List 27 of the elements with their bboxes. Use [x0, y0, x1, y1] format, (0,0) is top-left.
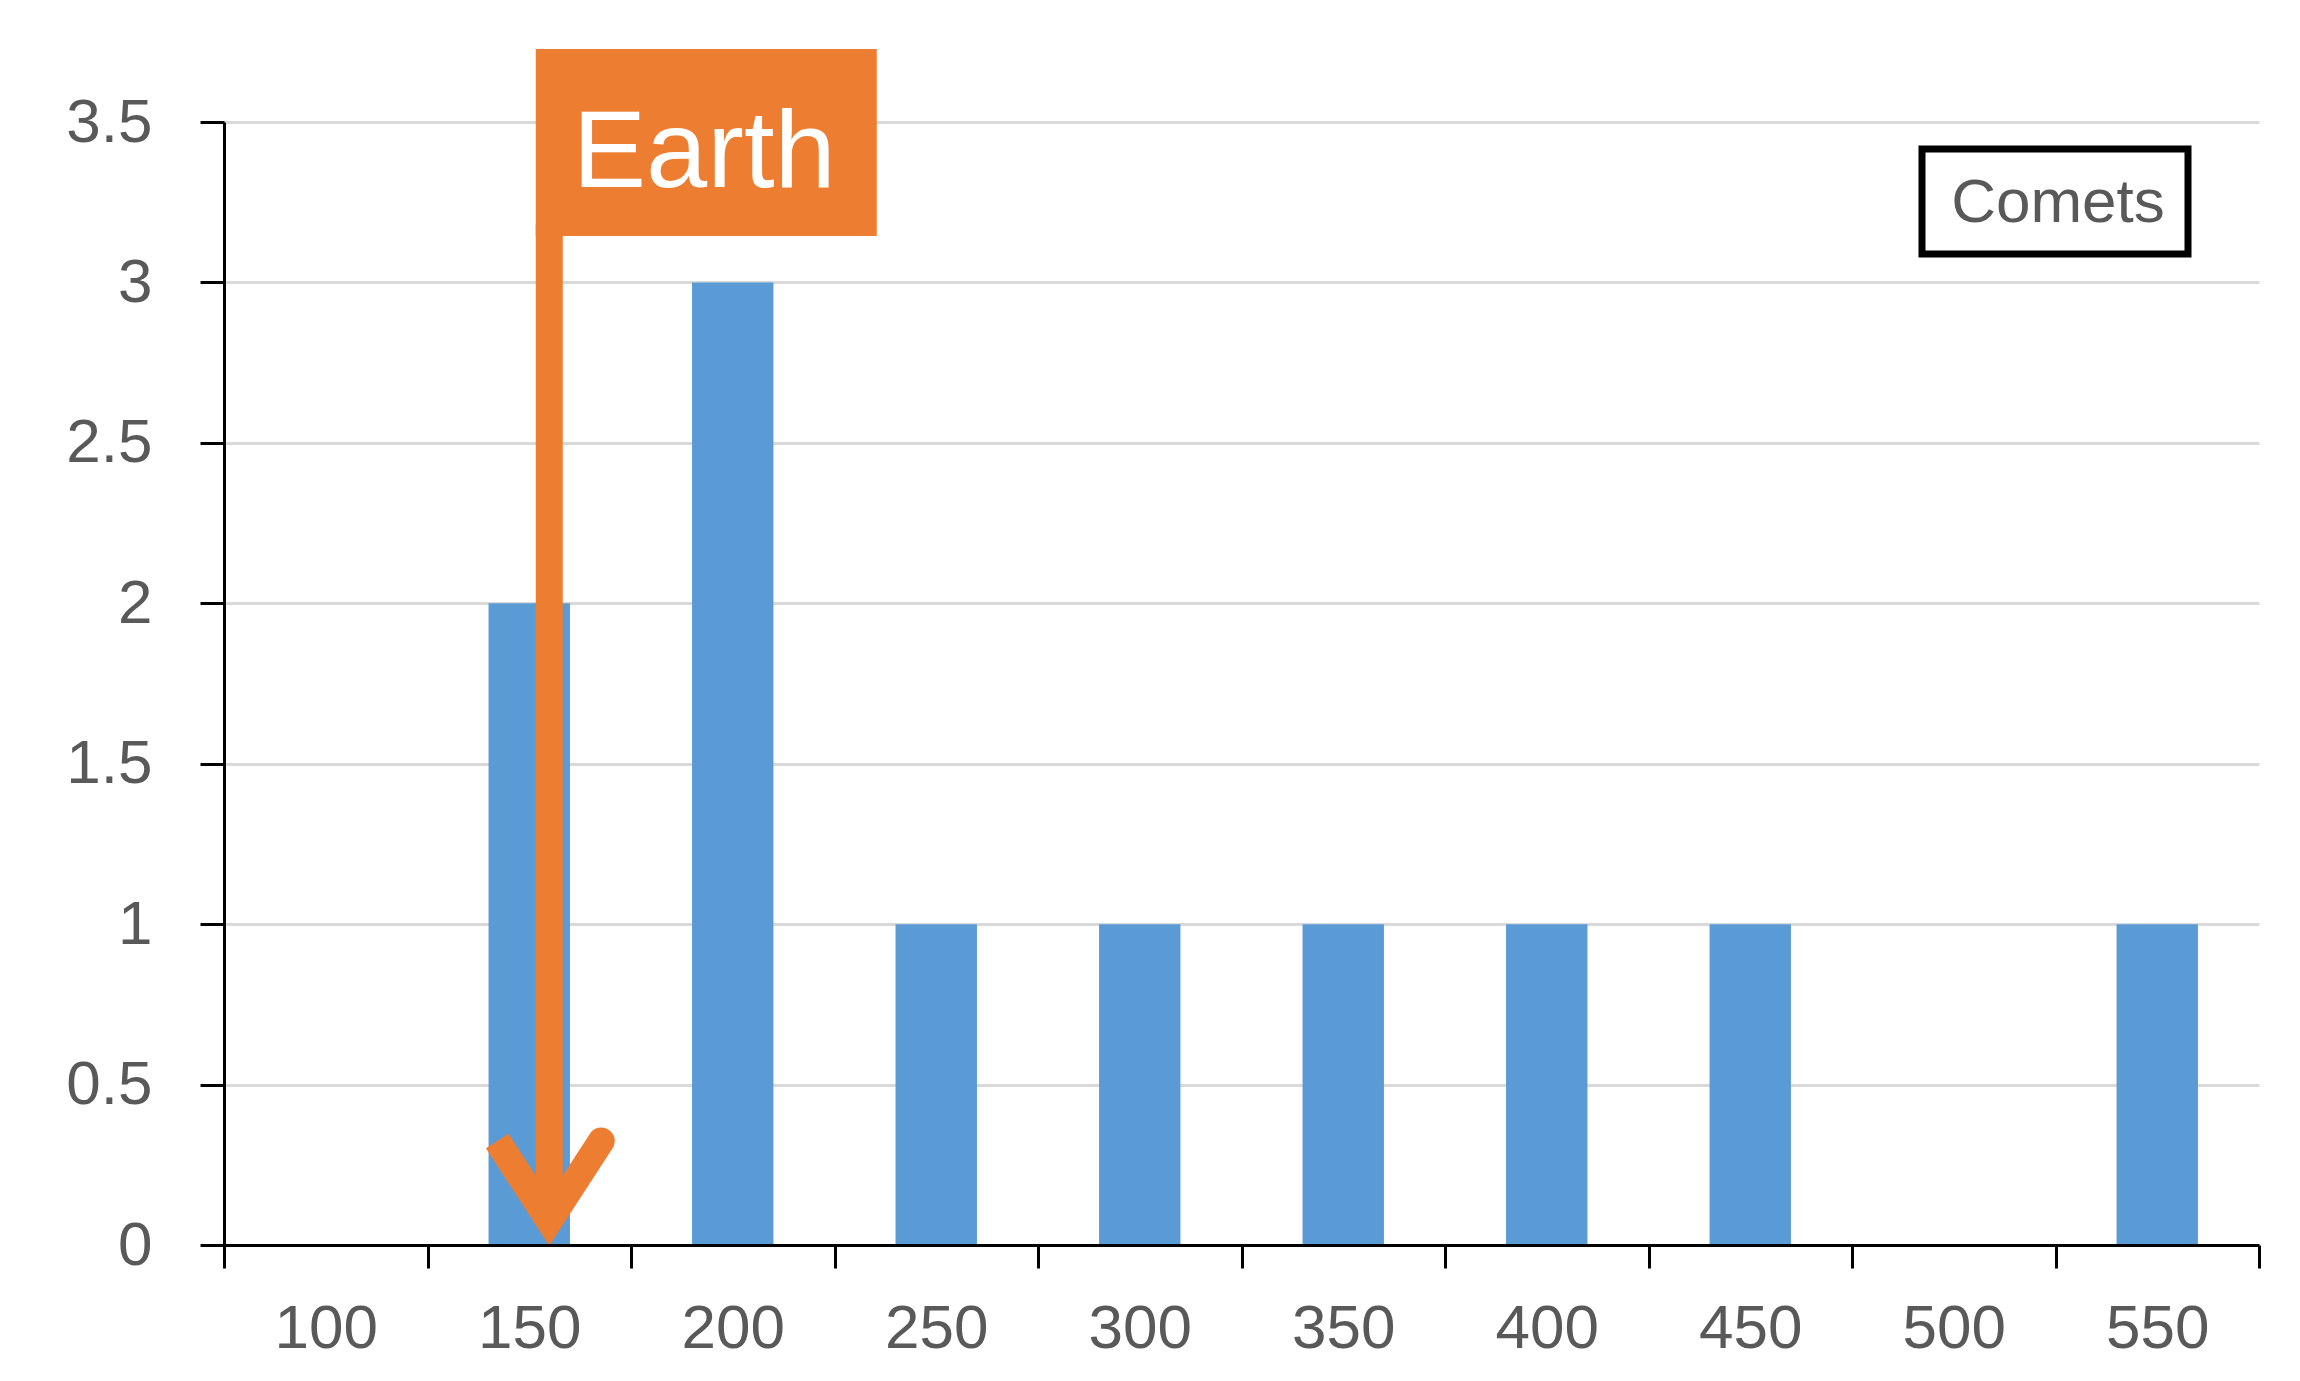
bar: [1099, 924, 1181, 1245]
y-tick-label: 2.5: [66, 406, 153, 476]
x-tick-label: 300: [1088, 1291, 1192, 1361]
x-tick-label: 100: [274, 1291, 378, 1361]
y-tick-label: 1: [118, 887, 153, 957]
x-tick-label: 250: [885, 1291, 989, 1361]
x-tick-label: 150: [478, 1291, 582, 1361]
y-tick-label: 3.5: [66, 85, 153, 155]
y-tick-label: 3: [118, 245, 153, 315]
bar: [692, 282, 774, 1245]
bar: [895, 924, 977, 1245]
x-tick-label: 350: [1292, 1291, 1396, 1361]
bar: [2116, 924, 2198, 1245]
bar: [1709, 924, 1791, 1245]
x-tick-label: 550: [2106, 1291, 2210, 1361]
x-tick-label: 500: [1902, 1291, 2006, 1361]
bar: [1302, 924, 1384, 1245]
x-tick-label: 400: [1495, 1291, 1599, 1361]
annotation: Comets: [1951, 166, 2165, 235]
x-tick-label: 200: [681, 1291, 785, 1361]
y-tick-label: 0.5: [66, 1048, 153, 1118]
x-tick-label: 450: [1699, 1291, 1803, 1361]
ref-line-label: Earth: [572, 87, 836, 210]
bar: [1506, 924, 1588, 1245]
y-tick-label: 1.5: [66, 727, 153, 797]
y-tick-label: 0: [118, 1208, 153, 1278]
y-tick-label: 2: [118, 566, 153, 636]
